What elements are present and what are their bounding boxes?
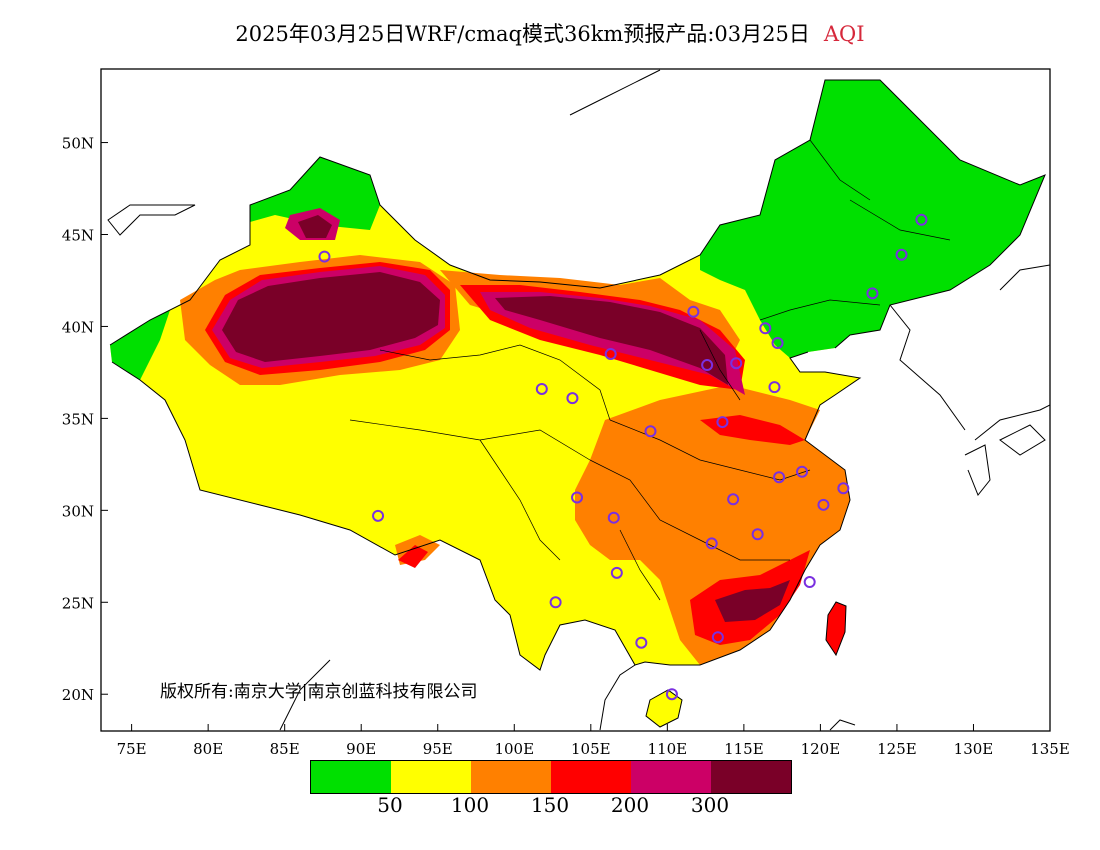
y-tick-label: 35N [62,410,94,428]
y-tick-label: 45N [62,227,94,245]
station-marker [730,357,743,370]
title-main: 2025年03月25日WRF/cmaq模式36km预报产品:03月25日 [235,22,810,46]
x-tick-label: 85E [270,740,300,758]
aqi-region-good-northeast [700,80,1045,358]
station-marker [571,491,584,504]
station-marker [773,471,786,484]
station-marker [701,359,714,372]
y-axis-ticks: 20N 25N 30N 35N 40N 45N 50N [62,135,108,704]
x-axis-ticks: 75E 80E 85E 90E 95E 100E 105E 110E 115E 120E 125E 1… [117,724,1070,758]
station-marker [796,465,809,478]
y-tick-label: 25N [62,594,94,612]
x-tick-label: 110E [648,740,688,758]
station-marker [549,596,562,609]
station-marker [610,566,623,579]
station-marker [711,631,724,644]
station-markers [318,213,928,701]
aqi-region-good-west [110,310,170,380]
legend-label: 200 [610,793,650,817]
station-marker [803,576,816,589]
x-tick-label: 100E [494,740,534,758]
legend-label: 100 [450,793,490,817]
station-marker [716,416,729,429]
aqi-region-medium-tibet [398,545,428,568]
station-marker [866,287,879,300]
title-variable: AQI [823,22,865,46]
legend-swatch [711,761,791,793]
station-marker [727,493,740,506]
station-marker [687,305,700,318]
x-tick-label: 125E [877,740,917,758]
x-tick-label: 80E [193,740,223,758]
station-marker [915,213,928,226]
station-marker [635,636,648,649]
station-marker [604,348,617,361]
station-marker [566,392,579,405]
x-tick-label: 130E [954,740,994,758]
x-tick-label: 105E [571,740,611,758]
aqi-region-severe-tianshan [298,215,332,238]
aqi-region-medium-central [700,415,805,445]
station-marker [759,322,772,335]
station-marker [372,509,385,522]
x-tick-label: 115E [724,740,764,758]
station-marker [837,482,850,495]
boundary-lines [107,69,1050,731]
aqi-region-medium-taiwan [826,602,846,655]
y-tick-label: 40N [62,318,94,336]
x-tick-label: 75E [117,740,147,758]
station-marker [705,537,718,550]
station-marker [895,248,908,261]
y-tick-label: 50N [62,135,94,153]
map-title: 2025年03月25日WRF/cmaq模式36km预报产品:03月25日 AQI [0,18,1100,48]
copyright-text: 版权所有:南京大学|南京创蓝科技有限公司 [160,682,477,702]
legend-label: 300 [690,793,730,817]
y-tick-label: 30N [62,502,94,520]
map-frame [100,68,1051,732]
station-marker [751,528,764,541]
x-tick-label: 120E [801,740,841,758]
color-legend [310,760,792,794]
station-marker [607,511,620,524]
y-tick-label: 20N [62,686,94,704]
x-tick-label: 95E [423,740,453,758]
aqi-region-good-northwest [250,157,380,230]
aqi-region-severe-tarim [222,272,440,362]
legend-swatch [631,761,711,793]
legend-labels: 50 100 150 200 300 [310,793,790,819]
station-marker [817,498,830,511]
legend-label: 150 [530,793,570,817]
legend-swatch [551,761,631,793]
legend-swatch [311,761,391,793]
station-marker [768,381,781,394]
x-tick-label: 90E [346,740,376,758]
station-marker [665,688,678,701]
aqi-region-severe-southeast [715,580,790,622]
station-marker [644,425,657,438]
station-marker [535,382,548,395]
station-marker [318,250,331,263]
legend-swatch [471,761,551,793]
legend-label: 50 [377,793,403,817]
station-marker [771,336,784,349]
legend-swatch [391,761,471,793]
aqi-region-severe-north [495,296,728,385]
x-tick-label: 135E [1030,740,1070,758]
